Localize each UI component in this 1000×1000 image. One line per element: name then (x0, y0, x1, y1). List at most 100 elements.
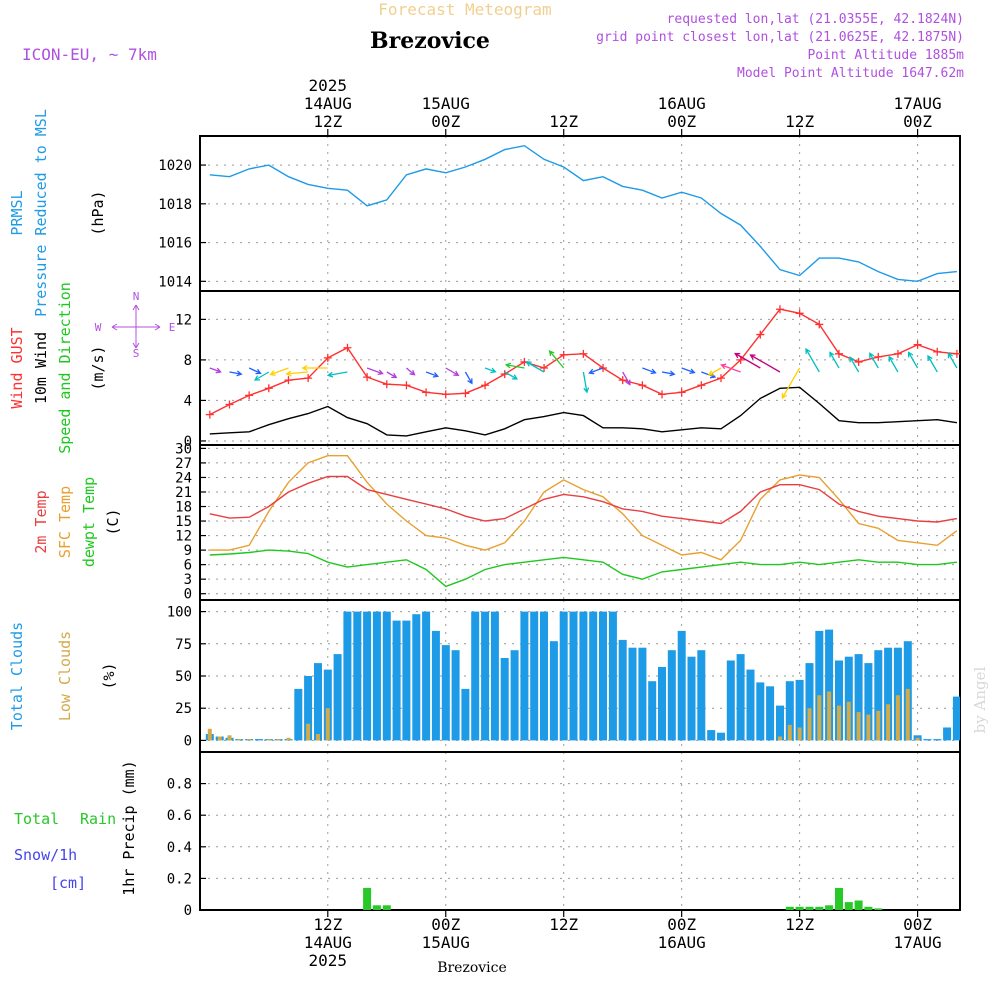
total-cloud-bar (471, 611, 480, 741)
bottom-time-label: 2025 (309, 951, 348, 970)
gust-point (893, 349, 902, 358)
bottom-time-label: 16AUG (658, 933, 706, 952)
wind-arrow (248, 367, 262, 375)
rain-bar (825, 905, 834, 910)
wind-arrow (504, 371, 519, 380)
total-cloud-bar (481, 611, 490, 741)
gust-series-line (209, 308, 957, 416)
gust-point (382, 380, 391, 389)
gust-label: Wind GUST (8, 327, 26, 408)
header: Forecast Meteogram Brezovice ICON-EU, ~ … (22, 0, 964, 81)
y-tick-label: 8 (184, 353, 192, 369)
gust-point (795, 309, 804, 318)
gust-point (540, 364, 549, 372)
wind-arrow (301, 365, 328, 371)
wind-arrow (285, 370, 309, 377)
clouds-grid: 0 25 50 75 100 (167, 600, 960, 752)
total-cloud-bar (294, 688, 303, 741)
rain-bar (805, 906, 814, 910)
total-cloud-bar (874, 650, 883, 741)
total-cloud-bar (923, 739, 932, 741)
total-cloud-bar (893, 647, 902, 741)
total-cloud-bar (864, 663, 873, 741)
y-tick-label: 0 (184, 587, 192, 603)
top-time-label: 2025 (309, 76, 348, 95)
gust-point (933, 347, 942, 356)
low-cloud-bar (846, 701, 851, 741)
wind-arrow (947, 352, 958, 369)
low-cloud-bar (217, 736, 222, 741)
low-cloud-bar (247, 739, 252, 741)
rain-bar (844, 902, 853, 910)
low-cloud-bar (266, 739, 271, 741)
total-cloud-bar (510, 650, 519, 741)
total-cloud-bar (933, 739, 942, 741)
compass-w: W (95, 321, 102, 334)
clouds-unit: (%) (100, 662, 118, 689)
total-cloud-bar (667, 650, 676, 741)
wind-arrow (642, 367, 657, 375)
low-cloud-bar (905, 688, 910, 741)
y-tick-label: 25 (175, 701, 192, 717)
low-cloud-bar (837, 705, 841, 741)
wind-arrow (805, 347, 820, 373)
wind-arrow (734, 352, 761, 369)
point-altitude: Point Altitude 1885m (807, 48, 964, 63)
y-tick-label: 1014 (158, 274, 192, 290)
wind-grid: 0 4 8 12 (175, 291, 960, 450)
wind-arrow (781, 367, 801, 400)
total-cloud-bar (392, 620, 401, 741)
total-cloud-bar (776, 705, 784, 741)
gust-point (599, 364, 608, 372)
gust-point (245, 391, 254, 400)
total-cloud-bar (422, 611, 431, 741)
footer-location: Brezovice (437, 960, 507, 976)
y-tick-label: 4 (184, 393, 192, 409)
wind-arrow (588, 367, 604, 375)
chart-title: Forecast Meteogram (378, 0, 551, 19)
total-cloud-bar (343, 611, 352, 741)
total-cloud-bar (333, 654, 342, 741)
total-cloud-bar (540, 611, 548, 741)
low-cloud-bar (807, 708, 812, 741)
wind-arrow (209, 367, 222, 374)
total-cloud-bar (717, 732, 725, 741)
rain-bar (874, 908, 883, 910)
y-tick-label: 0.8 (167, 777, 192, 793)
low-cloud-bar (895, 695, 900, 741)
gust-point (205, 410, 214, 419)
total-cloud-bar (628, 647, 637, 741)
low-cloud-bar (316, 734, 320, 741)
compass-e: E (169, 321, 176, 334)
rain-bar (835, 887, 843, 910)
total-cloud-bar (943, 727, 952, 741)
top-time-label: 16AUG (658, 94, 706, 113)
bottom-time-label: 17AUG (894, 933, 942, 952)
low-clouds-label: Low Clouds (56, 631, 74, 721)
y-tick-label: 15 (175, 514, 192, 530)
y-tick-label: 30 (175, 441, 192, 457)
gust-point (854, 357, 863, 366)
total-cloud-bar (549, 641, 558, 741)
requested-coords: requested lon,lat (21.0355E, 42.1824N) (667, 12, 964, 27)
pressure-label: PRMSL (8, 190, 26, 235)
wind-arrow (548, 350, 565, 369)
total-cloud-bar (579, 611, 588, 741)
rain-bar (864, 906, 873, 910)
pressure-series (209, 144, 957, 283)
wind-arrow (829, 351, 840, 369)
model-label: ICON-EU, ~ 7km (22, 45, 157, 64)
total-cloud-bar (707, 730, 716, 741)
total-cloud-bar (255, 739, 263, 741)
wind-arrow (927, 354, 938, 373)
dewpt-label: dewpt Temp (80, 477, 98, 567)
temp2m-label: 2m Temp (32, 490, 50, 553)
wind-arrow (907, 351, 919, 369)
low-cloud-bar (207, 728, 212, 741)
bottom-time-label: 00Z (903, 915, 932, 934)
bottom-time-label: 12Z (785, 915, 814, 934)
pressure-panel-frame (199, 135, 961, 292)
wind-arrow (484, 367, 497, 374)
total-cloud-bar (638, 647, 647, 741)
